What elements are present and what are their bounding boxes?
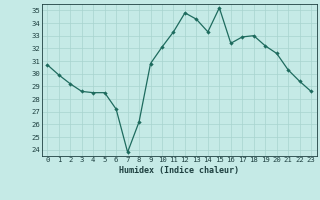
X-axis label: Humidex (Indice chaleur): Humidex (Indice chaleur)	[119, 166, 239, 175]
